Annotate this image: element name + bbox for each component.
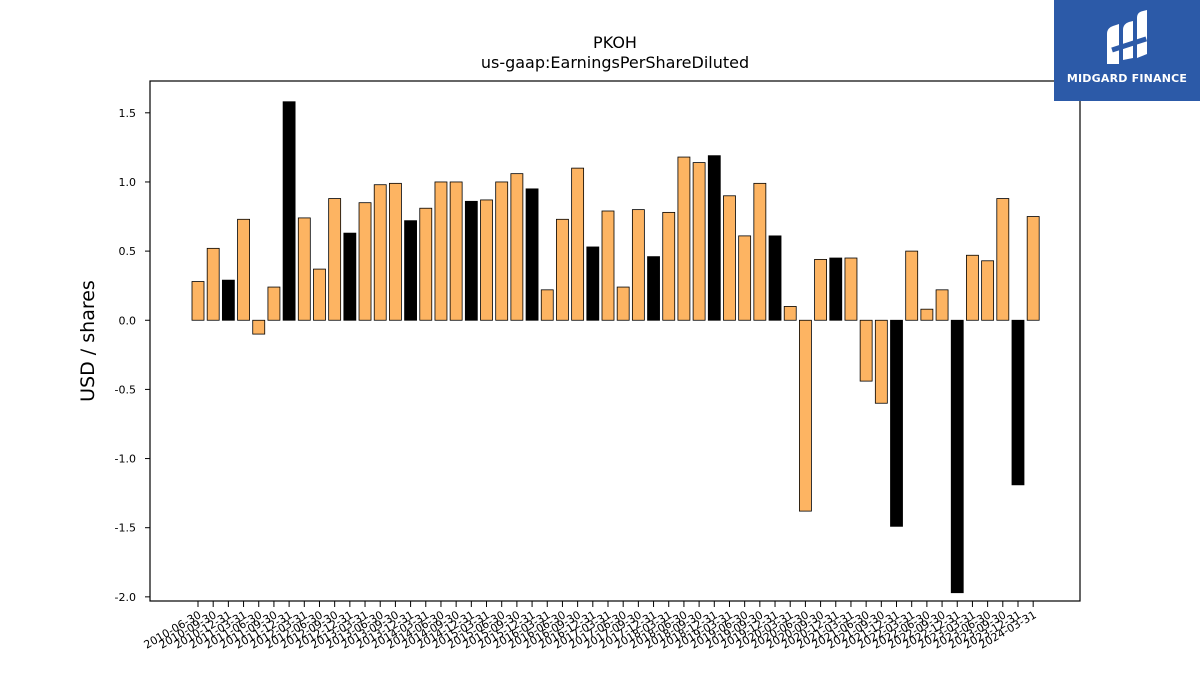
bar <box>495 181 509 321</box>
y-tick-label: -0.5 <box>115 383 136 396</box>
bar <box>313 268 326 321</box>
bar <box>586 246 600 321</box>
bar <box>480 199 493 321</box>
bar <box>799 319 812 512</box>
y-tick-label: 1.0 <box>119 176 137 189</box>
bar <box>297 217 311 321</box>
bar <box>373 184 387 321</box>
bar <box>738 235 752 321</box>
bar <box>571 167 585 321</box>
y-tick-label: 0.5 <box>119 245 137 258</box>
bar <box>692 162 706 321</box>
brand-name: MIDGARD FINANCE <box>1066 72 1188 85</box>
bar-series <box>191 101 1040 594</box>
bar <box>631 209 645 321</box>
bar <box>464 200 478 321</box>
bar <box>996 198 1010 321</box>
y-axis-label: USD / shares <box>77 280 99 402</box>
bar <box>191 281 205 321</box>
bar <box>905 250 919 321</box>
bar <box>662 211 676 321</box>
bar <box>859 319 873 382</box>
bar <box>981 260 995 321</box>
bar <box>358 202 372 321</box>
bar <box>282 101 296 321</box>
y-tick-label: -1.5 <box>115 522 136 535</box>
bar <box>1011 319 1025 486</box>
bar <box>388 182 402 321</box>
bar <box>814 258 827 321</box>
bar <box>829 257 843 321</box>
chart-subtitle: us-gaap:EarningsPerShareDiluted <box>481 53 749 72</box>
bar <box>1026 216 1040 321</box>
bar <box>343 232 357 321</box>
bar <box>252 319 266 335</box>
bar <box>328 198 342 321</box>
bar <box>935 289 949 321</box>
bar <box>525 188 539 321</box>
bar <box>237 218 250 321</box>
bar <box>753 182 767 321</box>
bar <box>510 173 524 321</box>
bar <box>890 319 903 527</box>
bar <box>556 218 569 321</box>
bar <box>221 279 235 321</box>
y-tick-label: 0.0 <box>119 314 137 327</box>
bar <box>267 286 281 321</box>
bar <box>874 319 888 404</box>
bar <box>540 289 554 321</box>
bar <box>616 286 630 321</box>
bar <box>419 207 433 321</box>
chart-title: PKOH <box>593 33 637 52</box>
bar <box>434 181 448 321</box>
y-axis-ticks: -2.0 -1.5 -1.0 -0.5 0.0 0.5 1.0 1.5 <box>115 107 150 604</box>
midgard-m-icon <box>1107 10 1148 64</box>
x-axis-ticks: 2010-06-302010-09-302010-12-312011-03-31… <box>142 601 1039 652</box>
bar <box>966 254 979 321</box>
bar <box>647 256 660 321</box>
bar <box>783 306 797 321</box>
bar <box>707 155 721 321</box>
plot-frame <box>149 80 1081 602</box>
bar <box>950 319 964 594</box>
y-tick-label: -2.0 <box>115 591 136 604</box>
bar <box>206 247 220 321</box>
y-tick-label: 1.5 <box>119 107 137 120</box>
bar <box>844 257 858 321</box>
bar <box>449 181 463 321</box>
bar <box>601 210 615 321</box>
bar <box>404 220 417 321</box>
y-tick-label: -1.0 <box>115 453 136 466</box>
bar <box>723 195 736 321</box>
brand-logo: MIDGARD FINANCE <box>1054 0 1200 101</box>
bar <box>768 235 782 321</box>
bar <box>920 308 934 321</box>
bar <box>677 156 691 321</box>
